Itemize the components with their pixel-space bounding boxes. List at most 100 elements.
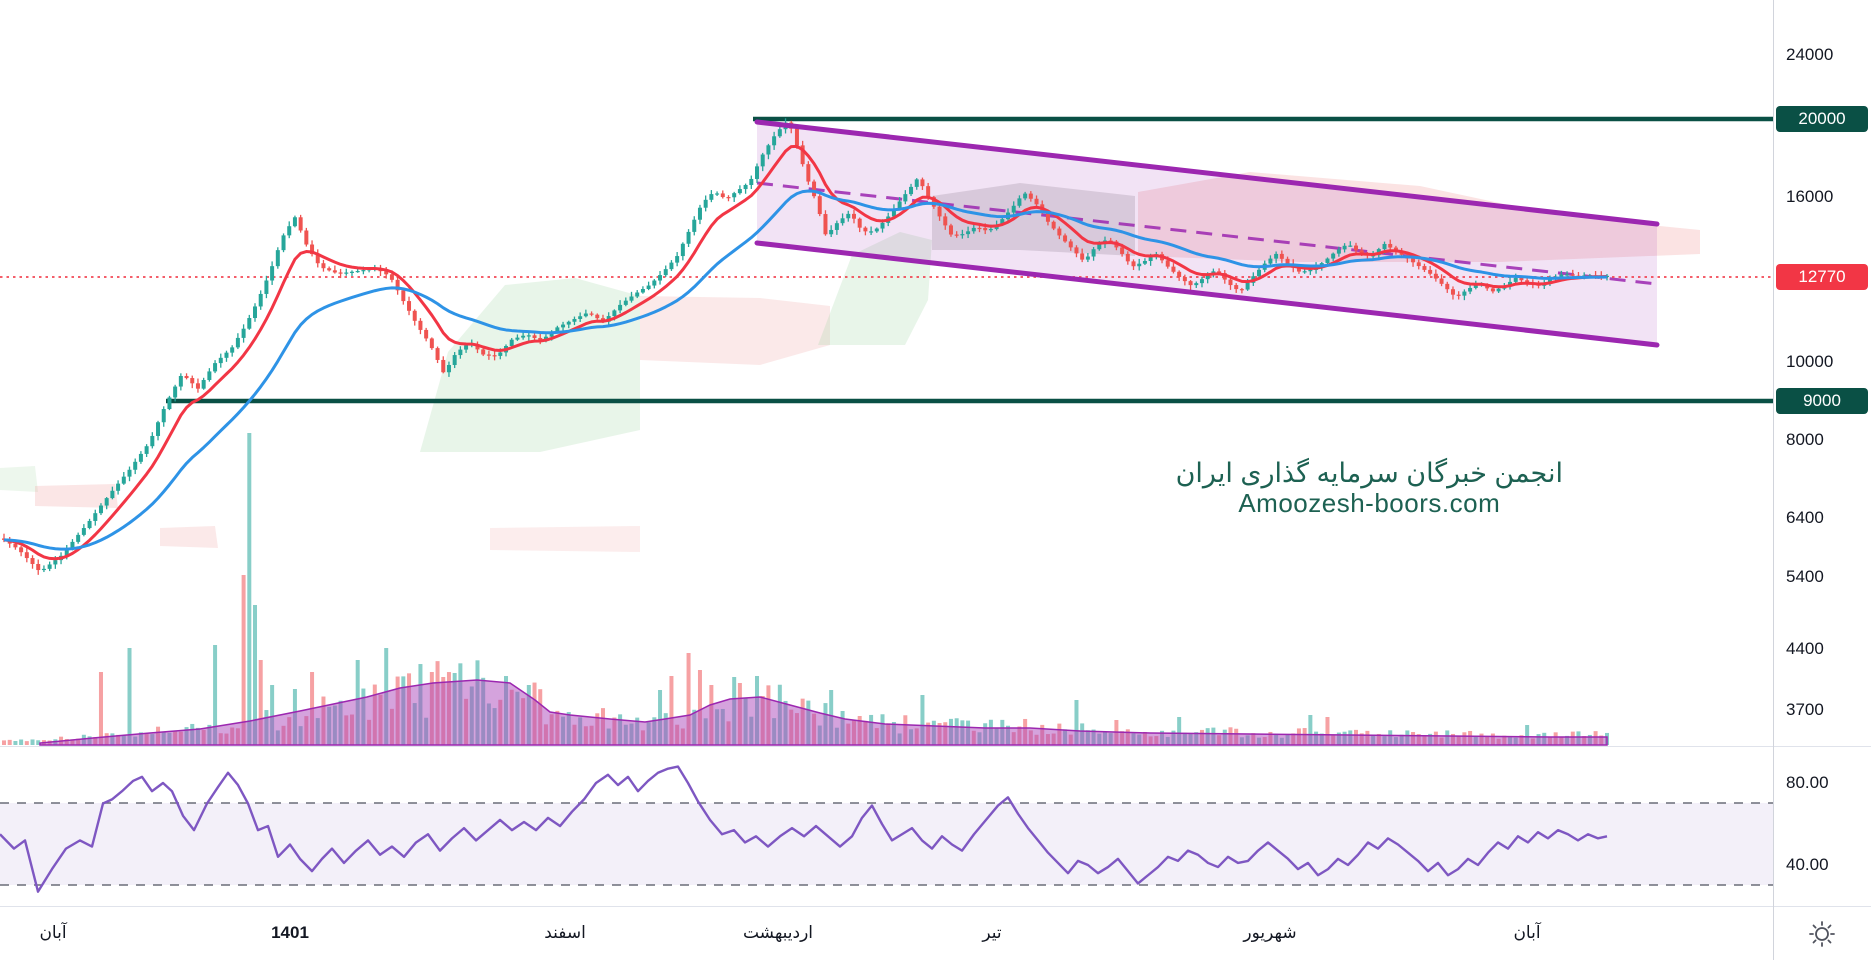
volume-bar [127, 648, 132, 745]
candle [743, 185, 748, 190]
candle [1148, 257, 1153, 261]
pane-separator[interactable] [0, 746, 1871, 747]
candle [914, 179, 919, 187]
candle [184, 375, 189, 379]
candle [760, 154, 765, 167]
candle [1182, 276, 1187, 282]
candle [1274, 253, 1279, 259]
candle [1097, 244, 1102, 250]
candle [732, 193, 737, 198]
candle [829, 229, 834, 235]
candle [224, 352, 229, 358]
candle [1605, 275, 1609, 278]
candle [1285, 258, 1290, 264]
candle [429, 338, 434, 349]
volume-bar [7, 739, 12, 745]
candle [441, 359, 446, 373]
candle [1085, 256, 1090, 260]
candle [1490, 288, 1495, 292]
candle [1296, 267, 1301, 272]
candle [1177, 271, 1182, 277]
candle [1456, 294, 1461, 296]
candle [30, 558, 35, 564]
candle [1508, 281, 1513, 286]
candle [1525, 280, 1530, 283]
candle [943, 216, 948, 226]
candle [2, 538, 6, 540]
candle [777, 129, 782, 137]
candle [1245, 282, 1250, 290]
candle [195, 383, 200, 389]
candle [589, 313, 594, 315]
candle [646, 285, 651, 290]
candle [635, 292, 640, 297]
candle [988, 229, 993, 231]
candle [806, 164, 811, 182]
watermark-line-en: Amoozesh-boors.com [1238, 488, 1501, 519]
candle [834, 223, 839, 230]
candle [498, 352, 503, 356]
candle [1074, 247, 1079, 254]
price-tick: 16000 [1786, 187, 1834, 206]
candle [1131, 261, 1136, 267]
support-price-badge: 9000 [1776, 388, 1868, 414]
candle [766, 145, 771, 155]
candle [1382, 243, 1387, 250]
ichimoku-cloud [160, 526, 218, 548]
candle [578, 316, 583, 319]
candle [298, 217, 303, 231]
candle [412, 310, 417, 321]
candle [948, 225, 953, 235]
candle [1422, 266, 1427, 270]
candle [247, 318, 252, 329]
candle [623, 300, 628, 305]
candle [13, 543, 18, 548]
sun-icon[interactable] [1806, 918, 1838, 950]
candle [1433, 273, 1438, 279]
candle [583, 313, 588, 317]
candle [1080, 253, 1085, 260]
candle [1239, 289, 1244, 291]
candle [1125, 253, 1130, 262]
candle [851, 213, 856, 219]
candle [167, 397, 172, 410]
candle [104, 498, 109, 506]
candle [823, 214, 828, 235]
candle [19, 547, 24, 553]
candle [669, 262, 674, 270]
price-tick: 6400 [1786, 508, 1824, 527]
candle [332, 270, 337, 273]
candle [287, 226, 292, 236]
candle [561, 324, 566, 328]
time-tick: شهریور [1243, 923, 1297, 942]
candle [715, 193, 720, 195]
candle [1011, 205, 1016, 213]
ma-slow-line [3, 189, 1608, 551]
volume-bar [24, 741, 29, 745]
candle [156, 422, 161, 436]
candle [755, 166, 760, 179]
candle [772, 136, 777, 146]
resistance-price-badge: 20000 [1776, 106, 1868, 132]
candle [258, 293, 263, 307]
time-tick: اسفند [544, 923, 586, 942]
candle [492, 355, 497, 357]
candle [475, 344, 480, 350]
candle [726, 197, 731, 199]
candle [1188, 281, 1193, 286]
candle [937, 206, 942, 217]
ichimoku-cloud [35, 484, 118, 508]
candle [161, 409, 166, 423]
candle [235, 337, 240, 348]
candle [960, 234, 965, 236]
candle [566, 321, 571, 325]
candle [909, 186, 914, 195]
candle [1473, 285, 1478, 288]
candle [36, 563, 41, 571]
candle [110, 490, 115, 499]
time-tick: تیر [982, 923, 1002, 942]
candle [1388, 243, 1393, 248]
candle [1302, 271, 1307, 273]
volume-bar [2, 740, 6, 745]
